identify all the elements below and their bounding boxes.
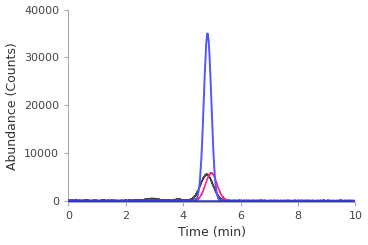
X-axis label: Time (min): Time (min) [178, 226, 246, 239]
Y-axis label: Abundance (Counts): Abundance (Counts) [6, 42, 18, 170]
